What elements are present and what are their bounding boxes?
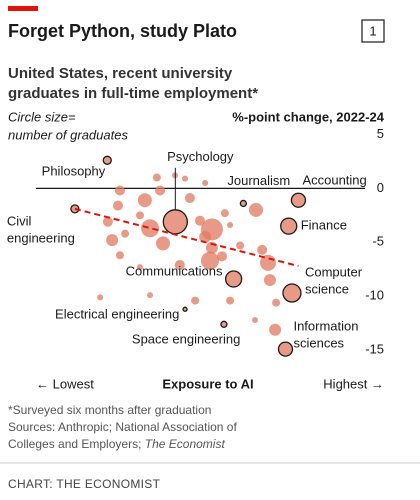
bubble <box>272 298 281 307</box>
bubble <box>248 202 263 217</box>
bubble <box>162 209 188 235</box>
bubble <box>174 259 185 270</box>
y-tick-label: 5 <box>377 126 384 141</box>
point-label: Philosophy <box>42 164 106 179</box>
size-note: number of graduates <box>8 127 128 142</box>
bubble <box>191 296 200 305</box>
bubble <box>182 306 188 312</box>
y-tick-label: -15 <box>365 342 384 357</box>
bubble <box>239 199 248 208</box>
bubble <box>136 211 145 220</box>
bubble <box>112 200 123 211</box>
trend-line <box>74 207 299 268</box>
point-label: engineering <box>7 230 75 245</box>
bubble <box>224 270 243 288</box>
bubble <box>220 209 229 218</box>
footer: *Surveyed six months after graduation So… <box>8 402 253 453</box>
bubble <box>137 193 152 208</box>
bubble <box>147 292 154 299</box>
bubble <box>282 283 302 303</box>
bubble <box>137 264 144 271</box>
subtitle: United States, recent university graduat… <box>8 65 259 102</box>
bubble <box>290 192 307 208</box>
bubble <box>102 155 112 165</box>
chart-number: 1 <box>369 23 376 38</box>
point-label: Information <box>293 319 358 334</box>
credit: CHART: THE ECONOMIST <box>8 477 161 491</box>
bubble <box>156 236 171 251</box>
bubble <box>220 320 228 328</box>
bubble <box>269 323 282 336</box>
bubble <box>121 229 130 238</box>
bubble <box>152 173 161 182</box>
bubble <box>199 230 212 243</box>
bubble <box>155 185 166 196</box>
x-high-label: Highest → <box>323 376 384 391</box>
point-label: science <box>305 281 349 296</box>
bubble <box>252 316 259 323</box>
bubble <box>114 185 125 196</box>
bubble <box>263 274 276 287</box>
x-low-label: ← Lowest <box>36 376 94 391</box>
bubble <box>226 296 235 305</box>
size-note: Circle size= <box>8 109 76 124</box>
y-tick-label: -10 <box>365 288 384 303</box>
bubble <box>102 216 113 227</box>
bubble <box>115 251 124 260</box>
y-tick-label: 0 <box>377 180 384 195</box>
point-label: Communications <box>126 263 223 278</box>
bubble <box>141 219 160 238</box>
bubble <box>194 215 205 226</box>
point-label: Computer <box>305 264 363 279</box>
bubble <box>202 179 209 186</box>
bubble <box>200 251 219 270</box>
bubble <box>216 251 227 262</box>
point-label: Electrical engineering <box>55 307 179 322</box>
x-axis-label: Exposure to AI <box>162 376 253 391</box>
chart-number-box <box>361 19 385 43</box>
bubble <box>277 341 294 357</box>
bubble <box>280 217 298 235</box>
point-label: Space engineering <box>132 332 240 347</box>
point-label: Psychology <box>167 149 234 164</box>
sources: Sources: Anthropic; National Association… <box>8 420 237 451</box>
bubble <box>236 241 245 250</box>
point-label: Accounting <box>302 173 366 188</box>
brand-bar <box>8 6 38 11</box>
y-tick-label: -5 <box>372 234 384 249</box>
bubble <box>184 193 195 204</box>
bubble <box>106 234 119 247</box>
footnote: *Surveyed six months after graduation <box>8 403 212 417</box>
point-label: Civil <box>7 213 32 228</box>
bubble <box>227 222 234 229</box>
chart-title: Forget Python, study Plato <box>8 21 237 41</box>
y-axis-label: %-point change, 2022-24 <box>232 109 384 124</box>
bubble <box>97 294 104 301</box>
bubble <box>182 175 189 182</box>
point-label: Journalism <box>227 173 290 188</box>
point-label: sciences <box>293 336 344 351</box>
bubble <box>257 244 268 255</box>
sources-italic: The Economist <box>144 437 225 451</box>
point-label: Finance <box>301 218 347 233</box>
